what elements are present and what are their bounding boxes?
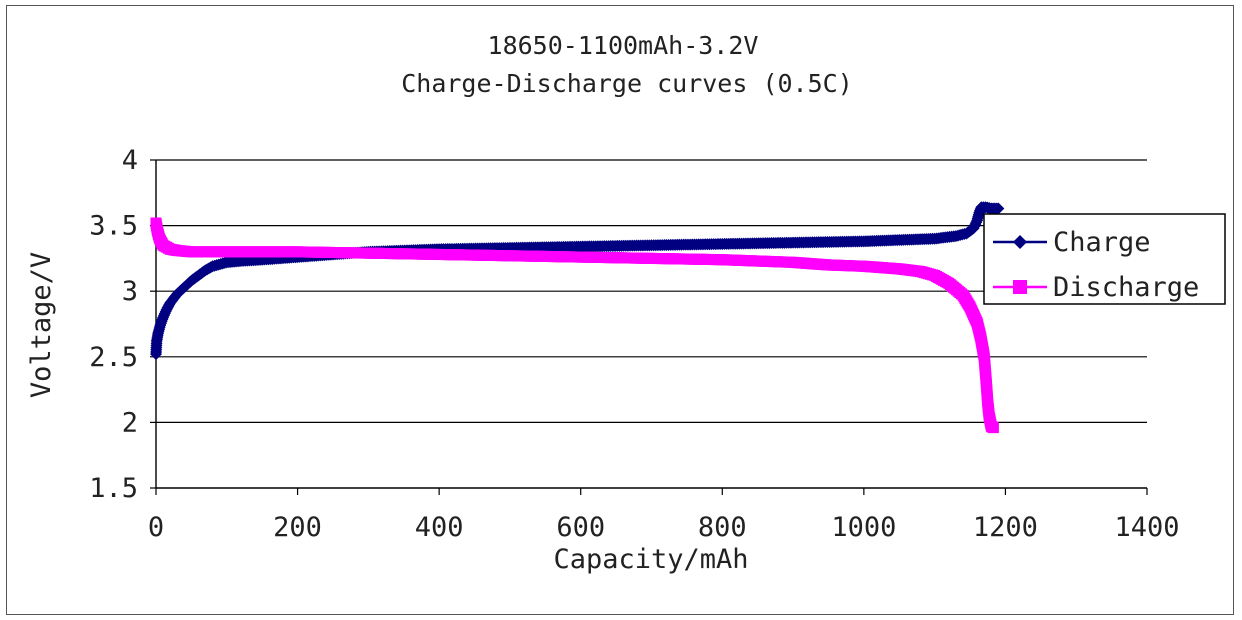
legend-label: Discharge — [1053, 272, 1199, 303]
legend-items: Charge Discharge — [993, 227, 1199, 303]
y-tick-label: 3 — [122, 276, 138, 307]
x-tick-label: 400 — [415, 512, 464, 543]
x-tick-label: 800 — [698, 512, 747, 543]
x-tick-label: 1000 — [831, 512, 896, 543]
square-marker-icon — [1013, 280, 1027, 294]
charge-line — [154, 205, 999, 355]
y-tick-label: 2.5 — [89, 342, 138, 373]
series-discharge — [150, 217, 999, 434]
y-tick-label: 2 — [122, 407, 138, 438]
legend-item-discharge: Discharge — [993, 272, 1199, 303]
x-tick-label: 1200 — [973, 512, 1038, 543]
y-axis-label: Voltage/V — [26, 252, 57, 398]
chart-frame — [6, 5, 1234, 615]
x-tick-labels: 0 200 400 600 800 1000 1200 1400 — [148, 512, 1180, 543]
legend: Charge Discharge — [983, 213, 1226, 305]
series-layer — [150, 201, 1005, 434]
x-tick-label: 600 — [556, 512, 605, 543]
x-tick-label: 0 — [148, 512, 164, 543]
y-tick-label: 1.5 — [89, 473, 138, 504]
charge-marker — [992, 202, 1005, 215]
legend-item-charge: Charge — [993, 227, 1151, 258]
x-tick-label: 200 — [273, 512, 322, 543]
legend-label: Charge — [1053, 227, 1151, 258]
chart-subtitle: Charge-Discharge curves (0.5C) — [401, 69, 853, 98]
chart-title: 18650-1100mAh-3.2V — [488, 31, 759, 60]
y-tick-label: 3.5 — [89, 211, 138, 242]
y-tick-labels: 1.5 2 2.5 3 3.5 4 — [89, 145, 138, 504]
discharge-marker — [987, 422, 999, 434]
y-tick-label: 4 — [122, 145, 138, 176]
x-tick-label: 1400 — [1114, 512, 1179, 543]
diamond-marker-icon — [1013, 235, 1027, 249]
x-axis-label: Capacity/mAh — [553, 544, 748, 575]
